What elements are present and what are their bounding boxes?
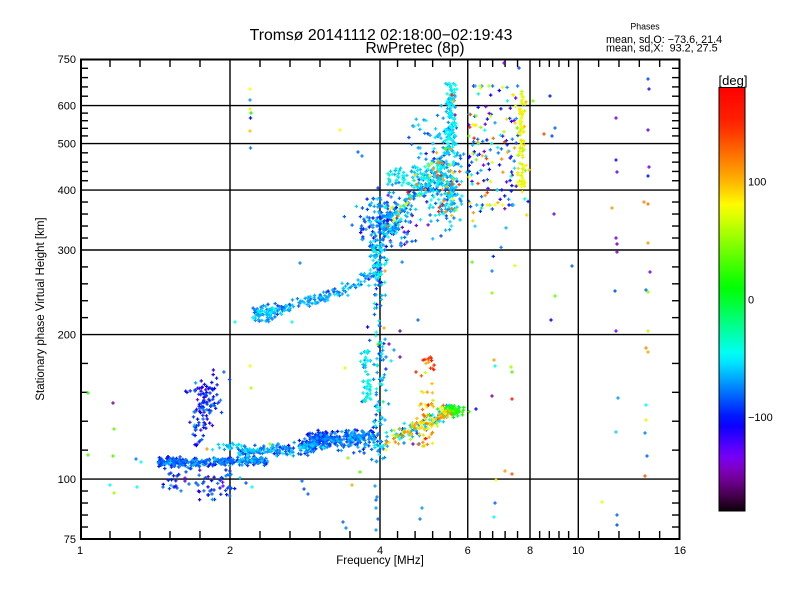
svg-text:Phases: Phases — [630, 22, 660, 32]
svg-text:RwPretec (8p): RwPretec (8p) — [365, 40, 464, 57]
svg-text:2: 2 — [227, 545, 233, 557]
svg-text:400: 400 — [58, 185, 76, 197]
svg-text:300: 300 — [58, 245, 76, 257]
svg-text:10: 10 — [572, 545, 584, 557]
svg-text:8: 8 — [527, 545, 533, 557]
svg-text:Frequency [MHz]: Frequency [MHz] — [336, 555, 424, 567]
svg-text:200: 200 — [58, 330, 76, 342]
svg-text:500: 500 — [58, 139, 76, 151]
svg-text:100: 100 — [58, 474, 76, 486]
svg-text:mean, sd,O: −73.6, 21.4: mean, sd,O: −73.6, 21.4 — [606, 34, 722, 46]
svg-text:1: 1 — [77, 545, 83, 557]
svg-text:−100: −100 — [748, 412, 773, 424]
svg-text:750: 750 — [58, 54, 76, 66]
svg-text:[deg]: [deg] — [719, 73, 748, 88]
svg-text:6: 6 — [465, 545, 471, 557]
svg-text:4: 4 — [377, 545, 383, 557]
svg-text:600: 600 — [58, 101, 76, 113]
svg-text:Stationary phase Virtual Heigh: Stationary phase Virtual Height [km] — [35, 217, 47, 400]
svg-text:0: 0 — [748, 294, 754, 306]
svg-text:75: 75 — [64, 534, 76, 546]
svg-text:Tromsø 20141112 02:18:00−02:19: Tromsø 20141112 02:18:00−02:19:43 — [250, 27, 513, 44]
svg-text:16: 16 — [674, 545, 686, 557]
svg-text:100: 100 — [748, 177, 766, 189]
svg-text:mean, sd,X: 93.2, 27.5: mean, sd,X: 93.2, 27.5 — [606, 43, 718, 55]
